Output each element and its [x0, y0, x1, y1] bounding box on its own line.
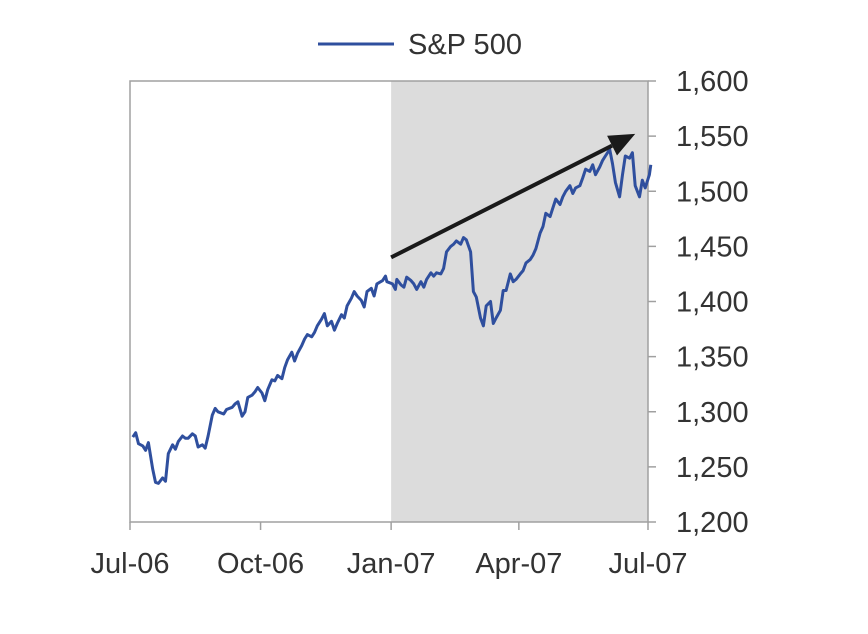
y-tick-label: 1,200 [676, 507, 749, 539]
legend-label-sp500: S&P 500 [408, 29, 522, 61]
x-tick-label: Oct-06 [217, 548, 304, 580]
y-tick-label: 1,250 [676, 452, 749, 484]
y-tick-label: 1,350 [676, 342, 749, 374]
trend-arrow-shaft [390, 143, 613, 260]
y-tick-label: 1,450 [676, 231, 749, 263]
series-line-sp500 [131, 147, 653, 485]
x-tick-label: Jan-07 [347, 548, 436, 580]
legend: S&P 500 [318, 29, 522, 61]
trend-arrow-head [607, 133, 636, 156]
y-tick-label: 1,600 [676, 66, 749, 98]
x-tick-label: Jul-06 [91, 548, 170, 580]
y-tick-label: 1,400 [676, 287, 749, 319]
x-tick-label: Apr-07 [475, 548, 562, 580]
y-tick-label: 1,300 [676, 397, 749, 429]
x-tick-label: Jul-07 [609, 548, 688, 580]
y-tick-label: 1,550 [676, 121, 749, 153]
y-tick-label: 1,500 [676, 176, 749, 208]
